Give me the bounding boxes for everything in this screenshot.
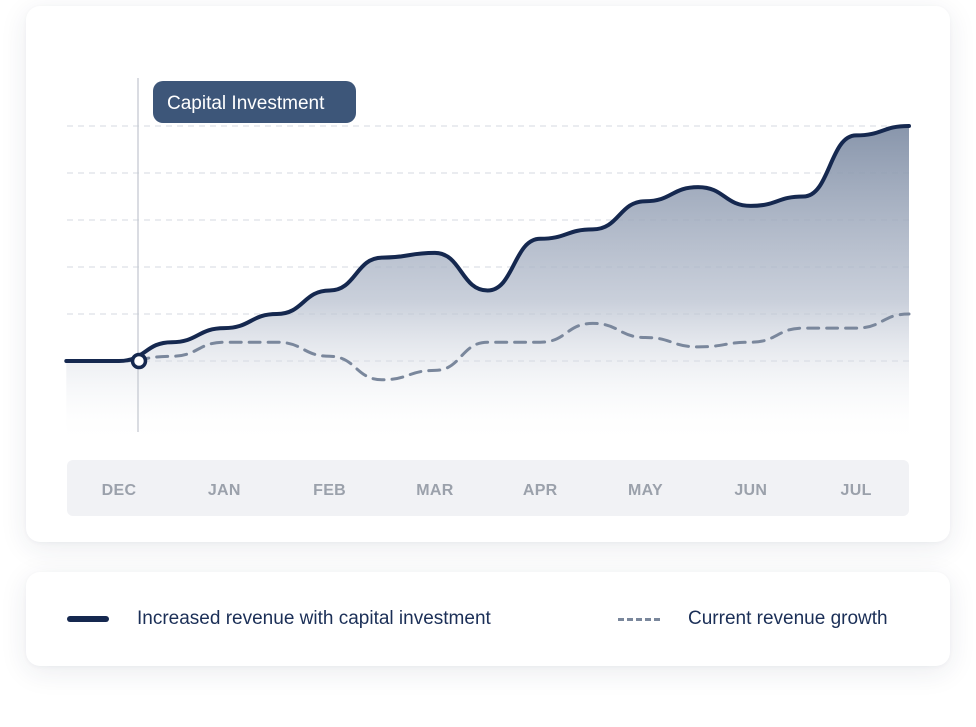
current-growth-line: [117, 312, 911, 382]
investment-start-point[interactable]: [130, 352, 148, 370]
x-tick-label: FEB: [313, 482, 346, 499]
x-tick-label: MAY: [628, 482, 663, 499]
legend-card: Increased revenue with capital investmen…: [26, 572, 950, 666]
x-axis-labels: DEC JAN FEB MAR APR MAY JUN JUL: [102, 482, 872, 499]
callout-label: Capital Investment: [167, 93, 325, 114]
x-tick-label: JUL: [841, 482, 872, 499]
x-tick-label: DEC: [102, 482, 137, 499]
legend-item-current: Current revenue growth: [618, 572, 888, 666]
investment-area-fill: [66, 126, 910, 445]
x-tick-label: APR: [523, 482, 558, 499]
investment-revenue-line: [64, 124, 911, 363]
solid-line-swatch: [67, 616, 109, 622]
x-tick-label: MAR: [416, 482, 453, 499]
x-tick-label: JUN: [734, 482, 767, 499]
legend-label-investment: Increased revenue with capital investmen…: [137, 608, 491, 629]
x-axis-band: [67, 460, 909, 516]
legend-item-investment: Increased revenue with capital investmen…: [67, 572, 491, 666]
dashed-line-swatch: [618, 617, 660, 621]
legend-label-current: Current revenue growth: [688, 608, 888, 629]
x-tick-label: JAN: [208, 482, 241, 499]
callout-background: [153, 81, 356, 123]
capital-investment-callout: Capital Investment: [153, 81, 356, 123]
